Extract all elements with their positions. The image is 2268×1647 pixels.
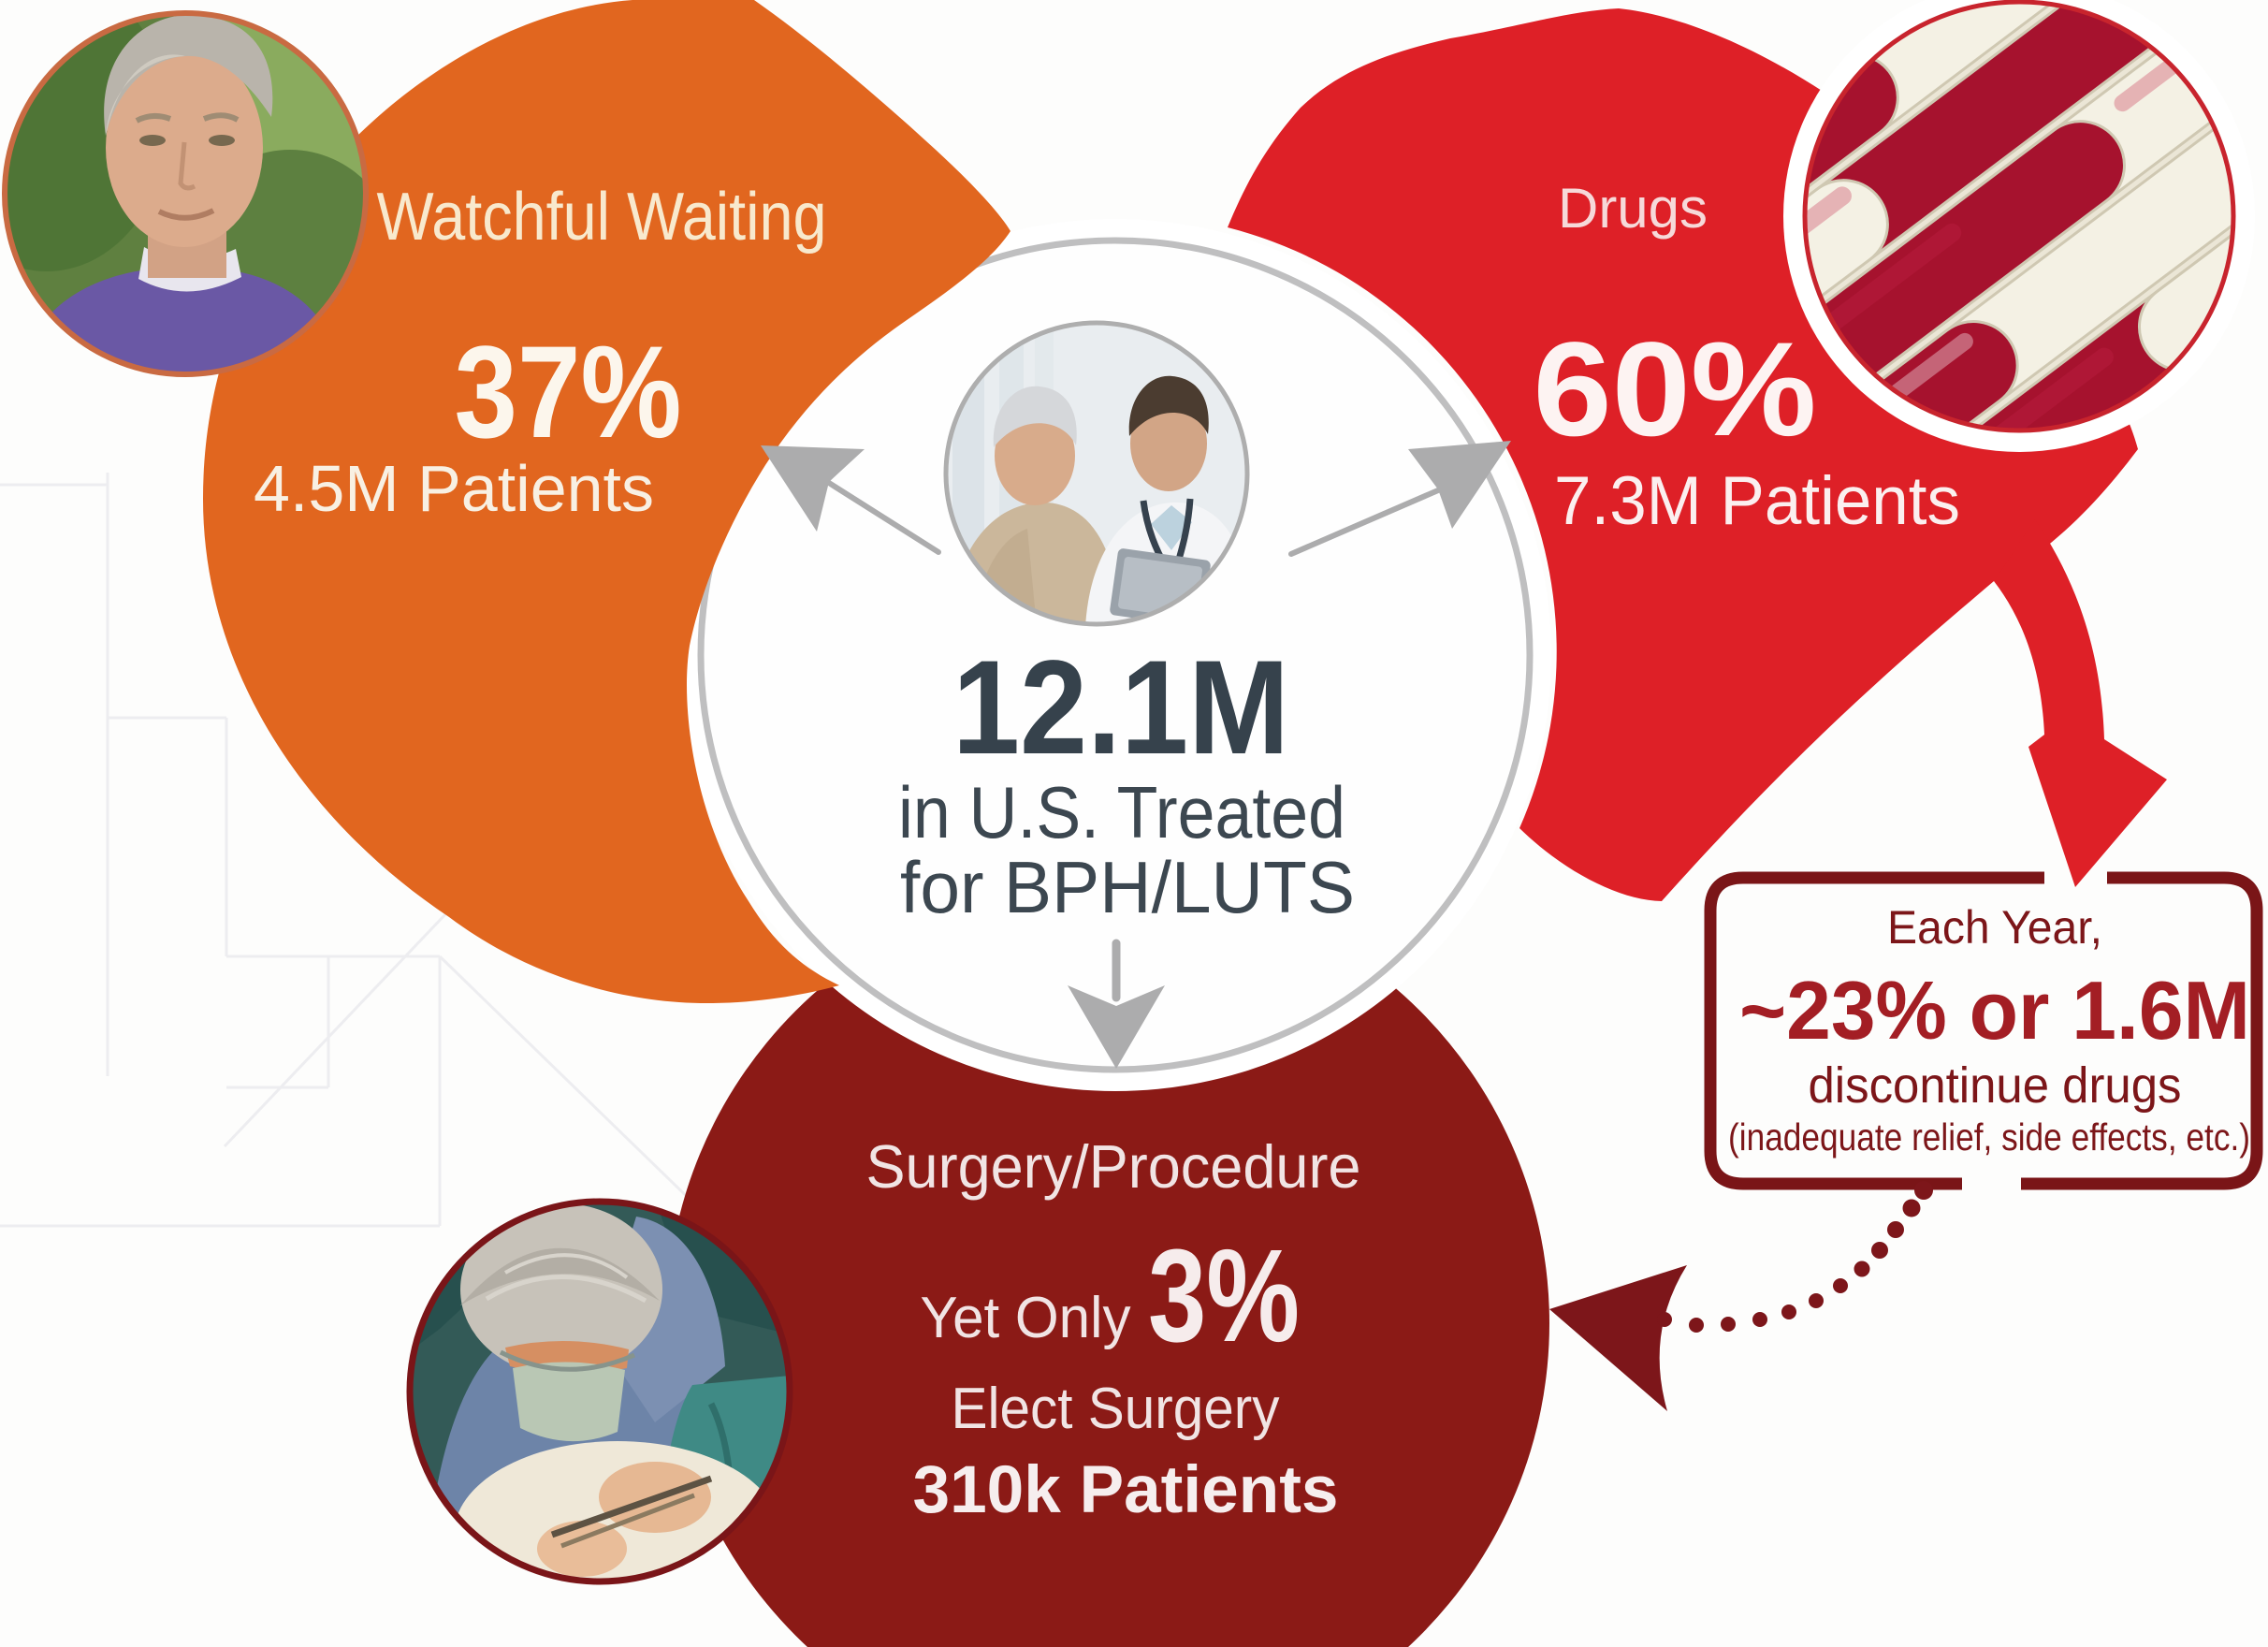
svg-text:Elect Surgery: Elect Surgery	[952, 1377, 1280, 1441]
svg-text:12.1M: 12.1M	[952, 634, 1289, 782]
svg-text:discontinue drugs: discontinue drugs	[1809, 1057, 2182, 1114]
svg-text:7.3M Patients: 7.3M Patients	[1554, 463, 1960, 539]
svg-text:Yet Only: Yet Only	[921, 1286, 1131, 1350]
svg-text:Each Year,: Each Year,	[1887, 901, 2102, 954]
svg-text:for BPH/LUTS: for BPH/LUTS	[900, 846, 1355, 928]
svg-text:60%: 60%	[1534, 315, 1817, 464]
svg-text:37%: 37%	[455, 318, 682, 465]
svg-text:~23% or 1.6M: ~23% or 1.6M	[1739, 964, 2250, 1057]
svg-text:Surgery/Procedure: Surgery/Procedure	[866, 1132, 1361, 1201]
svg-text:Watchful Waiting: Watchful Waiting	[377, 180, 827, 255]
svg-text:Drugs: Drugs	[1558, 177, 1708, 240]
svg-text:4.5M Patients: 4.5M Patients	[254, 452, 654, 525]
svg-text:in U.S. Treated: in U.S. Treated	[898, 771, 1345, 853]
svg-text:3%: 3%	[1148, 1221, 1300, 1369]
svg-text:(inadequate relief, side effec: (inadequate relief, side effects, etc.)	[1728, 1115, 2250, 1159]
svg-text:310k Patients: 310k Patients	[913, 1453, 1339, 1527]
